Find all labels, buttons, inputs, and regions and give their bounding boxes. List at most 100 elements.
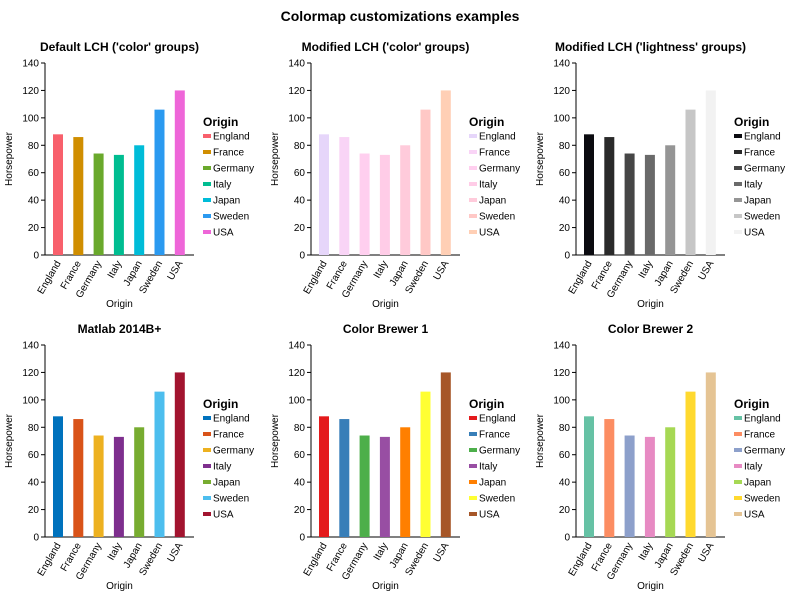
y-tick-label: 20 bbox=[28, 505, 40, 516]
chart-panels: Default LCH ('color' groups) 0 20 40 60 80 100… bbox=[4, 40, 785, 592]
legend-swatch bbox=[203, 182, 211, 186]
legend-label: Japan bbox=[213, 196, 240, 207]
x-axis-label: Origin bbox=[372, 299, 399, 310]
y-tick-label: 0 bbox=[564, 251, 570, 262]
legend-label: France bbox=[213, 148, 245, 159]
x-tick-label: USA bbox=[432, 259, 452, 283]
legend-label: Sweden bbox=[213, 212, 249, 223]
legend-title: Origin bbox=[203, 115, 238, 129]
legend-swatch bbox=[469, 496, 477, 500]
y-tick-label: 140 bbox=[288, 59, 305, 70]
y-tick-label: 140 bbox=[553, 59, 570, 70]
legend-swatch bbox=[469, 448, 477, 452]
legend-swatch bbox=[469, 512, 477, 516]
y-tick-label: 60 bbox=[294, 168, 306, 179]
legend-label: USA bbox=[744, 228, 765, 239]
legend-swatch bbox=[734, 214, 742, 218]
chart-panel: Color Brewer 2 0 20 40 60 80 100 120 140 Horsepow… bbox=[535, 322, 785, 592]
legend-label: Japan bbox=[479, 478, 506, 489]
legend-label: France bbox=[479, 148, 511, 159]
bar-sweden bbox=[154, 109, 165, 255]
y-tick-label: 20 bbox=[28, 223, 40, 234]
y-tick-label: 40 bbox=[294, 478, 306, 489]
chart-title: Color Brewer 1 bbox=[343, 322, 429, 336]
y-tick-label: 120 bbox=[288, 86, 305, 97]
y-tick-label: 100 bbox=[288, 113, 305, 124]
legend-label: USA bbox=[744, 510, 765, 521]
y-tick-label: 140 bbox=[288, 341, 305, 352]
legend-label: USA bbox=[213, 510, 234, 521]
legend-swatch bbox=[203, 214, 211, 218]
y-tick-label: 40 bbox=[28, 196, 40, 207]
chart-title: Color Brewer 2 bbox=[608, 322, 694, 336]
bar-france bbox=[339, 137, 350, 255]
legend-swatch bbox=[734, 480, 742, 484]
x-tick-label: USA bbox=[432, 541, 452, 565]
bar-sweden bbox=[685, 391, 696, 537]
legend-label: Sweden bbox=[479, 494, 515, 505]
bar-sweden bbox=[685, 109, 696, 255]
bar-germany bbox=[624, 435, 635, 537]
legend-title: Origin bbox=[469, 115, 504, 129]
legend-swatch bbox=[734, 496, 742, 500]
legend-swatch bbox=[203, 198, 211, 202]
legend-swatch bbox=[469, 166, 477, 170]
chart-panel: Default LCH ('color' groups) 0 20 40 60 80 100… bbox=[4, 40, 254, 310]
bar-france bbox=[339, 419, 350, 537]
legend-label: Germany bbox=[744, 446, 785, 457]
y-tick-label: 0 bbox=[33, 533, 39, 544]
legend-label: Sweden bbox=[744, 212, 780, 223]
y-tick-label: 80 bbox=[559, 141, 571, 152]
legend-label: Japan bbox=[479, 196, 506, 207]
bar-france bbox=[604, 137, 615, 255]
y-tick-label: 120 bbox=[553, 86, 570, 97]
bar-england bbox=[584, 416, 594, 537]
bar-italy bbox=[379, 154, 390, 255]
bar-england bbox=[319, 134, 329, 255]
legend-swatch bbox=[203, 496, 211, 500]
legend-swatch bbox=[734, 416, 742, 420]
legend-swatch bbox=[734, 512, 742, 516]
figure-title: Colormap customizations examples bbox=[281, 8, 520, 24]
bar-sweden bbox=[420, 109, 431, 255]
legend-swatch bbox=[734, 448, 742, 452]
y-tick-label: 80 bbox=[294, 423, 306, 434]
legend-label: England bbox=[479, 132, 516, 143]
x-axis-label: Origin bbox=[637, 581, 664, 592]
legend-swatch bbox=[469, 150, 477, 154]
bar-usa bbox=[174, 90, 185, 255]
chart-title: Default LCH ('color' groups) bbox=[40, 40, 199, 54]
legend-swatch bbox=[734, 134, 742, 138]
legend-label: Germany bbox=[213, 446, 254, 457]
legend-label: USA bbox=[479, 510, 500, 521]
bar-italy bbox=[379, 436, 390, 537]
chart-panel: Color Brewer 1 0 20 40 60 80 100 120 140 Horsepow… bbox=[270, 322, 520, 592]
legend-label: Sweden bbox=[213, 494, 249, 505]
bar-england bbox=[53, 134, 63, 255]
legend-label: England bbox=[744, 132, 781, 143]
legend-label: Japan bbox=[744, 196, 771, 207]
y-axis-label: Horsepower bbox=[4, 131, 15, 186]
y-tick-label: 80 bbox=[294, 141, 306, 152]
x-tick-label: England bbox=[36, 259, 64, 296]
legend-swatch bbox=[469, 198, 477, 202]
x-tick-label: Italy bbox=[637, 259, 656, 280]
legend-label: USA bbox=[213, 228, 234, 239]
bar-sweden bbox=[420, 391, 431, 537]
legend-label: France bbox=[744, 430, 776, 441]
legend-label: USA bbox=[479, 228, 500, 239]
y-tick-label: 100 bbox=[22, 113, 39, 124]
legend-label: Germany bbox=[479, 164, 520, 175]
x-tick-label: USA bbox=[697, 259, 717, 283]
y-tick-label: 60 bbox=[294, 450, 306, 461]
chart-title: Matlab 2014B+ bbox=[78, 322, 162, 336]
legend-swatch bbox=[734, 464, 742, 468]
legend-label: England bbox=[479, 414, 516, 425]
y-axis-label: Horsepower bbox=[270, 131, 281, 186]
y-tick-label: 60 bbox=[559, 168, 571, 179]
x-axis-label: Origin bbox=[637, 299, 664, 310]
chart-panel: Matlab 2014B+ 0 20 40 60 80 100 120 140 Horsepowe… bbox=[4, 322, 254, 592]
legend-swatch bbox=[469, 230, 477, 234]
legend-label: Germany bbox=[479, 446, 520, 457]
